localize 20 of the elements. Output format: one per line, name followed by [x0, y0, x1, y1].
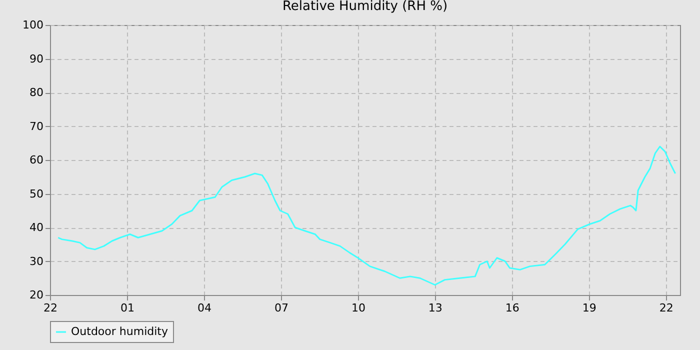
y-tick-label: 40: [30, 221, 44, 234]
y-tick-label: 90: [30, 52, 44, 66]
y-tick-label: 70: [30, 120, 44, 133]
y-tick-label: 60: [30, 154, 44, 166]
x-tick-label: 22: [659, 302, 674, 314]
x-tick-label: 04: [197, 302, 212, 314]
y-tick-label: 50: [30, 187, 44, 200]
x-tick-label: 16: [505, 302, 520, 314]
x-tick-label: 19: [582, 302, 596, 314]
x-tick-label: 07: [274, 302, 288, 314]
legend-label: Outdoor humidity: [71, 325, 168, 338]
y-tick-label: 20: [30, 288, 44, 302]
x-tick-label: 10: [351, 302, 366, 314]
x-tick-label: 13: [428, 302, 442, 314]
y-tick-label: 100: [22, 18, 44, 32]
x-tick-label: 22: [44, 302, 58, 314]
x-tick-label: 01: [120, 302, 134, 314]
y-tick-label: 30: [30, 254, 44, 268]
chart-title: Relative Humidity (RH %): [282, 0, 448, 14]
y-tick-label: 80: [30, 86, 44, 99]
